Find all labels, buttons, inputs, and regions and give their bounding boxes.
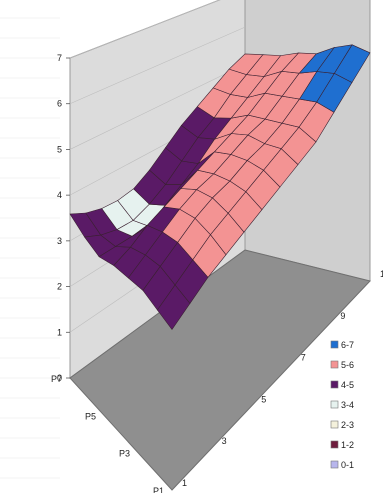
z-axis: 0 1 2 3 4 5 6 7 (57, 53, 70, 383)
z-tick-label: 3 (57, 236, 62, 246)
z-gridline (69, 64, 246, 150)
surface-plot (69, 44, 371, 331)
x-tick-label: 7 (301, 353, 306, 363)
legend-label: 1-2 (341, 440, 354, 450)
legend-label: 2-3 (341, 420, 354, 430)
y-tick-label: P7 (51, 374, 62, 384)
legend: 6-7 5-6 4-5 3-4 2-3 1-2 0-1 (330, 340, 354, 470)
floor (69, 249, 371, 491)
z-tick-label: 0 (57, 373, 62, 383)
z-tick-label: 6 (57, 99, 62, 109)
x-tick-label: 1 (182, 478, 187, 488)
legend-swatch (330, 360, 339, 369)
y-axis: P1 P3 P5 P7 (51, 374, 164, 493)
z-gridline (69, 0, 221, 59)
legend-label: 0-1 (341, 460, 354, 470)
legend-label: 3-4 (341, 400, 354, 410)
legend-swatch (330, 340, 339, 349)
z-tick-label: 7 (57, 53, 62, 63)
y-tick-label: P1 (153, 486, 164, 493)
z-tick-label: 4 (57, 190, 62, 200)
x-tick-label: 3 (222, 436, 227, 446)
y-tick-label: P3 (119, 449, 130, 459)
z-tick-label: 2 (57, 282, 62, 292)
legend-swatch (330, 460, 339, 469)
surface-cell (333, 44, 371, 83)
y-tick-label: P5 (85, 411, 96, 421)
z-tick-label: 5 (57, 144, 62, 154)
x-tick-label: 9 (340, 311, 345, 321)
x-tick-label: 5 (261, 394, 266, 404)
x-axis: 1 3 5 7 9 11 (182, 269, 383, 488)
legend-label: 4-5 (341, 380, 354, 390)
z-tick-label: 1 (57, 327, 62, 337)
legend-label: 6-7 (341, 340, 354, 350)
legend-swatch (330, 380, 339, 389)
legend-label: 5-6 (341, 360, 354, 370)
legend-swatch (330, 420, 339, 429)
legend-swatch (330, 440, 339, 449)
x-tick-label: 11 (380, 269, 383, 279)
legend-swatch (330, 400, 339, 409)
z-gridline (69, 26, 246, 104)
